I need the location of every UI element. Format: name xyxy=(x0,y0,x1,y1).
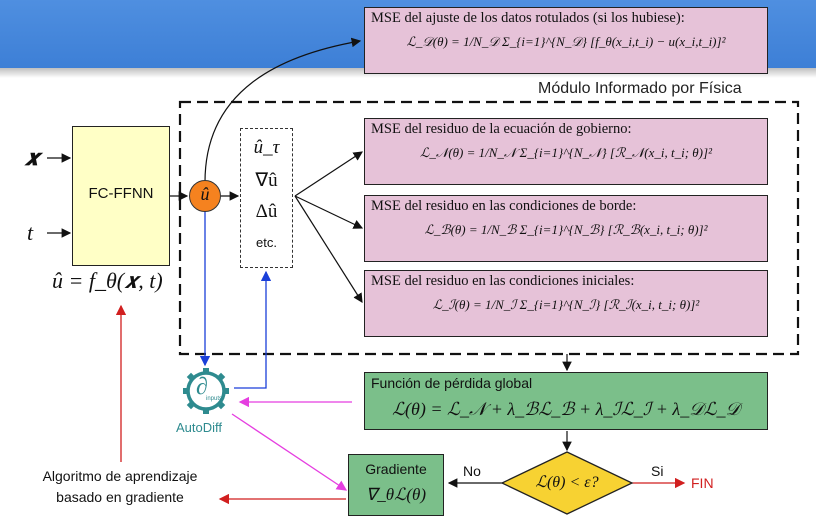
mse-bc-title: MSE del residuo en las condiciones de bo… xyxy=(371,198,637,214)
derivatives-box: û_τ ∇û Δû etc. xyxy=(240,128,293,268)
derivative-gradient: ∇û xyxy=(255,170,278,191)
gradient-formula: ∇_θℒ(θ) xyxy=(365,485,427,504)
mse-data-title: MSE del ajuste de los datos rotulados (s… xyxy=(371,10,685,26)
autodiff-logo: ∂ inputs AutoDiff xyxy=(176,366,236,438)
autodiff-label: AutoDiff xyxy=(176,420,223,435)
autodiff-sub: inputs xyxy=(206,396,223,402)
autodiff-to-derivatives-arrow xyxy=(234,270,272,389)
mse-pde-box: MSE del residuo de la ecuación de gobier… xyxy=(364,118,768,185)
input-t-label: t xyxy=(27,220,34,245)
mse-pde-title: MSE del residuo de la ecuación de gobier… xyxy=(371,121,632,137)
u-hat-node: û xyxy=(189,180,221,212)
mse-ic-box: MSE del residuo en las condiciones inici… xyxy=(364,270,768,337)
decision-diamond xyxy=(500,451,634,515)
derivative-u-tau: û_τ xyxy=(253,137,280,158)
mse-bc-formula: ℒ_ℬ(θ) = 1/N_ℬ Σ_{i=1}^{N_ℬ} [ℛ_ℬ(x_i, t… xyxy=(424,222,708,237)
global-loss-formula: ℒ(θ) = ℒ_𝒩 + λ_ℬℒ_ℬ + λ_ℐℒ_ℐ + λ_𝒟ℒ_𝒟 xyxy=(392,399,740,419)
u-to-data-mse-arrow xyxy=(204,37,362,183)
decision-no-label: No xyxy=(463,463,481,479)
global-loss-title: Función de pérdida global xyxy=(371,375,533,391)
mse-bc-box: MSE del residuo en las condiciones de bo… xyxy=(364,195,768,262)
mse-ic-formula: ℒ_ℐ(θ) = 1/N_ℐ Σ_{i=1}^{N_ℐ} [ℛ_ℐ(x_i, t… xyxy=(432,297,700,312)
gradient-title: Gradiente xyxy=(365,461,427,477)
deriv-to-ic-arrow xyxy=(294,195,363,304)
decision-yes-label: Si xyxy=(651,463,664,479)
decision-formula: ℒ(θ) < ε? xyxy=(535,474,599,491)
network-output-formula: û = f_θ(𝒙, t) xyxy=(52,268,163,293)
derivative-laplacian: Δû xyxy=(255,201,278,222)
physics-module-label: Módulo Informado por Física xyxy=(538,80,742,97)
u-hat-label: û xyxy=(200,184,210,204)
mse-ic-title: MSE del residuo en las condiciones inici… xyxy=(371,273,635,289)
autodiff-to-gradient-arrow xyxy=(231,413,348,491)
mse-data-formula: ℒ_𝒟(θ) = 1/N_𝒟 Σ_{i=1}^{N_𝒟} [f_θ(x_i,t_… xyxy=(406,34,726,49)
mse-pde-formula: ℒ_𝒩(θ) = 1/N_𝒩 Σ_{i=1}^{N_𝒩} [ℛ_𝒩(x_i, t… xyxy=(420,145,712,160)
fcnn-label: FC-FFNN xyxy=(88,185,154,202)
deriv-to-bc-arrow xyxy=(294,195,364,229)
derivative-etc: etc. xyxy=(256,235,277,250)
input-x-label: 𝒙 xyxy=(25,145,40,170)
physics-module-border xyxy=(178,100,800,356)
optimizer-line1: Algoritmo de aprendizaje xyxy=(42,468,198,484)
global-loss-box: Función de pérdida global ℒ(θ) = ℒ_𝒩 + λ… xyxy=(364,372,768,430)
mse-data-box: MSE del ajuste de los datos rotulados (s… xyxy=(364,7,768,74)
autodiff-symbol: ∂ xyxy=(196,374,208,400)
fcnn-box: FC-FFNN xyxy=(72,126,170,266)
deriv-to-pde-arrow xyxy=(294,151,364,197)
gradient-box: Gradiente ∇_θℒ(θ) xyxy=(348,454,444,516)
autodiff-gear-icon xyxy=(183,368,229,414)
end-label: FIN xyxy=(691,475,714,491)
optimizer-line2: basado en gradiente xyxy=(56,489,184,505)
